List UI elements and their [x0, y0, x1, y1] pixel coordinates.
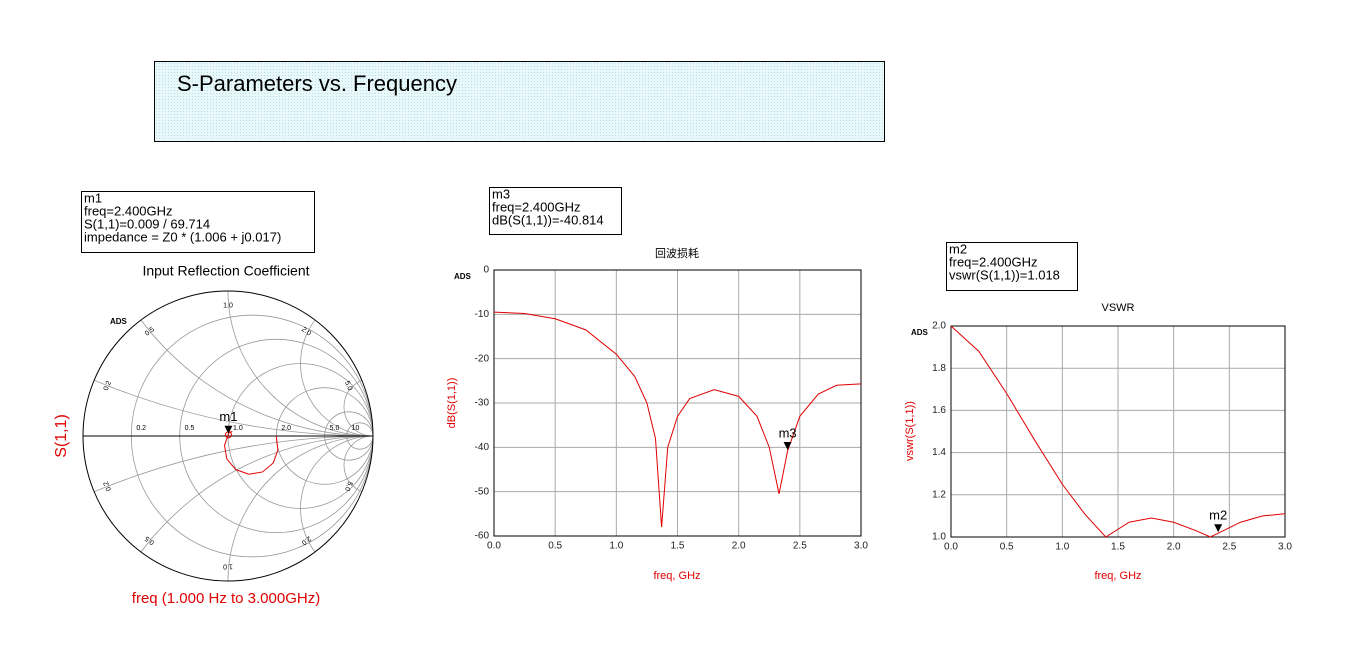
- reactance-arc: [227, 291, 373, 437]
- reactance-arc: [343, 377, 373, 437]
- chart-title: Input Reflection Coefficient: [142, 263, 309, 279]
- x-tick-label: 0.0: [487, 541, 501, 552]
- resistance-label: 2.0: [281, 425, 291, 432]
- marker-readout: freq=2.400GHz: [84, 203, 173, 218]
- chart-title: VSWR: [1102, 302, 1135, 314]
- x-tick-label: 1.0: [609, 541, 623, 552]
- y-tick-label: -30: [475, 398, 490, 409]
- marker-readout: impedance = Z0 * (1.006 + j0.017): [84, 229, 281, 244]
- y-tick-label: -50: [475, 486, 490, 497]
- x-tick-label: 2.5: [793, 541, 807, 552]
- x-tick-label: 1.5: [671, 541, 685, 552]
- x-tick-label: 0.5: [1000, 542, 1014, 553]
- y-axis-label: S(1,1): [53, 414, 70, 458]
- watermark: ADS: [911, 328, 929, 337]
- y-tick-label: 0: [483, 265, 489, 276]
- reactance-label: 5.0: [343, 480, 353, 492]
- y-tick-label: 1.0: [932, 532, 946, 543]
- watermark: ADS: [110, 317, 128, 326]
- plot-frame: [493, 269, 862, 537]
- marker-label: m1: [219, 409, 237, 424]
- marker-symbol: [224, 425, 233, 434]
- marker-symbol: [1214, 524, 1223, 533]
- marker-readout: freq=2.400GHz: [949, 254, 1038, 269]
- x-tick-label: 0.0: [944, 542, 958, 553]
- marker-name: m3: [492, 186, 510, 201]
- reactance-label: 0.2: [103, 480, 113, 492]
- reactance-label: 0.5: [144, 326, 156, 338]
- reactance-label: 1.0: [223, 563, 233, 570]
- marker-name: m1: [84, 190, 102, 205]
- reactance-label: 0.2: [103, 380, 113, 392]
- reactance-arc: [300, 435, 373, 581]
- reactance-arc: [227, 435, 373, 581]
- reactance-label: 5.0: [343, 380, 353, 392]
- y-axis-label: dB(S(1,1)): [446, 378, 458, 429]
- reactance-label: 2.0: [300, 534, 312, 546]
- x-tick-label: 2.0: [1167, 542, 1181, 553]
- y-tick-label: -20: [475, 353, 490, 364]
- y-tick-label: -10: [475, 309, 490, 320]
- y-tick-label: 1.2: [932, 489, 946, 500]
- x-tick-label: 3.0: [1278, 542, 1292, 553]
- plot-frame: [950, 325, 1286, 538]
- x-tick-label: 1.0: [1055, 542, 1069, 553]
- y-tick-label: 1.8: [932, 363, 946, 374]
- marker-readout: dB(S(1,1))=-40.814: [492, 212, 604, 227]
- line: [493, 311, 862, 528]
- page-title: S-Parameters vs. Frequency: [177, 71, 457, 96]
- x-tick-label: 3.0: [854, 541, 868, 552]
- resistance-label: 5.0: [330, 425, 340, 432]
- trace: [224, 431, 279, 475]
- reactance-label: 0.5: [144, 534, 156, 546]
- marker-box: [81, 191, 315, 253]
- y-tick-label: -40: [475, 442, 490, 453]
- header-box: [154, 61, 885, 142]
- x-tick-label: 0.5: [548, 541, 562, 552]
- resistance-label: 0.5: [185, 425, 195, 432]
- reactance-arc: [83, 435, 373, 581]
- y-tick-label: -60: [475, 531, 490, 542]
- y-axis-label: vswr(S(1,1)): [904, 401, 916, 461]
- y-tick-label: 1.4: [932, 447, 946, 458]
- x-tick-label: 1.5: [1111, 542, 1125, 553]
- x-axis-label: freq, GHz: [1094, 570, 1141, 582]
- x-axis-label: freq, GHz: [653, 570, 700, 582]
- marker-label: m2: [1209, 508, 1227, 523]
- resistance-label: 1.0: [233, 425, 243, 432]
- resistance-label: 0.2: [136, 425, 146, 432]
- reactance-arc: [300, 291, 373, 437]
- marker-symbol: [783, 441, 792, 450]
- marker-label: m3: [779, 425, 797, 440]
- chart-title: 回波损耗: [655, 246, 699, 260]
- reactance-arc: [343, 435, 373, 495]
- reactance-label: 2.0: [300, 326, 312, 338]
- watermark: ADS: [454, 272, 472, 281]
- marker-readout: S(1,1)=0.009 / 69.714: [84, 216, 210, 231]
- y-tick-label: 1.6: [932, 405, 946, 416]
- x-tick-label: 2.5: [1222, 542, 1236, 553]
- x-tick-label: 2.0: [732, 541, 746, 552]
- line: [950, 325, 1286, 538]
- resistance-label: 10: [352, 425, 360, 432]
- x-axis-label: freq (1.000 Hz to 3.000GHz): [132, 590, 320, 607]
- marker-readout: freq=2.400GHz: [492, 199, 581, 214]
- marker-readout: vswr(S(1,1))=1.018: [949, 267, 1060, 282]
- marker-box: [946, 242, 1078, 291]
- marker-box: [489, 187, 622, 235]
- reactance-label: 1.0: [223, 302, 233, 309]
- y-tick-label: 2.0: [932, 321, 946, 332]
- marker-name: m2: [949, 241, 967, 256]
